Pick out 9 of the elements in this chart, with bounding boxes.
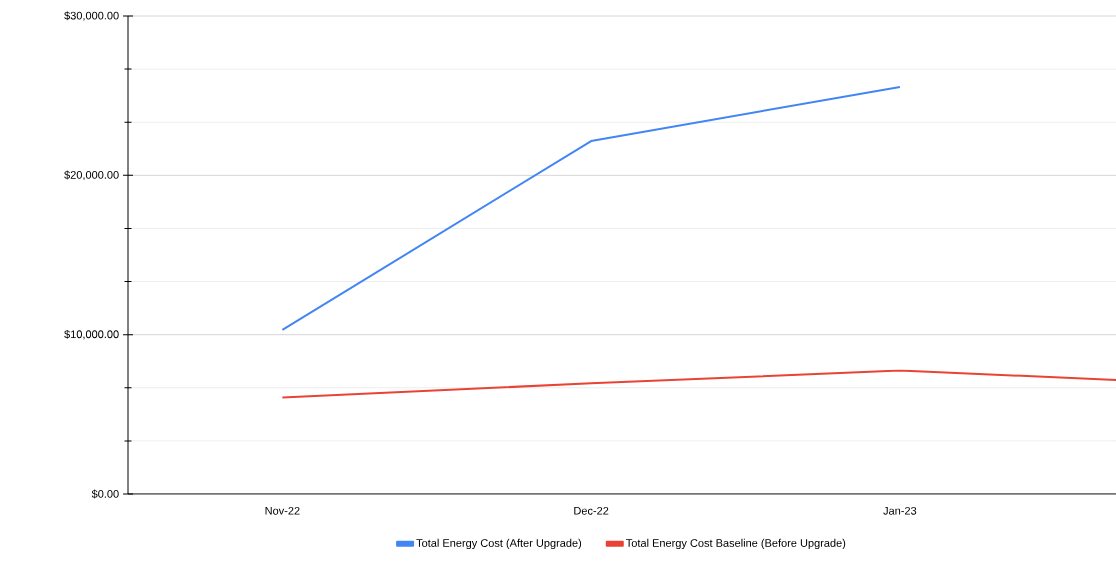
y-tick-label: $20,000.00	[64, 170, 119, 181]
x-tick-label: Nov-22	[265, 506, 300, 515]
x-tick-label: Jan-23	[883, 506, 917, 515]
x-tick-label: Dec-22	[574, 506, 609, 515]
legend-label: Total Energy Cost (After Upgrade)	[416, 538, 582, 550]
y-tick-label: $0.00	[91, 489, 119, 499]
y-tick-label: $10,000.00	[64, 329, 119, 340]
legend-label: Total Energy Cost Baseline (Before Upgrade)	[626, 538, 846, 550]
y-tick-label: $30,000.00	[64, 11, 119, 21]
